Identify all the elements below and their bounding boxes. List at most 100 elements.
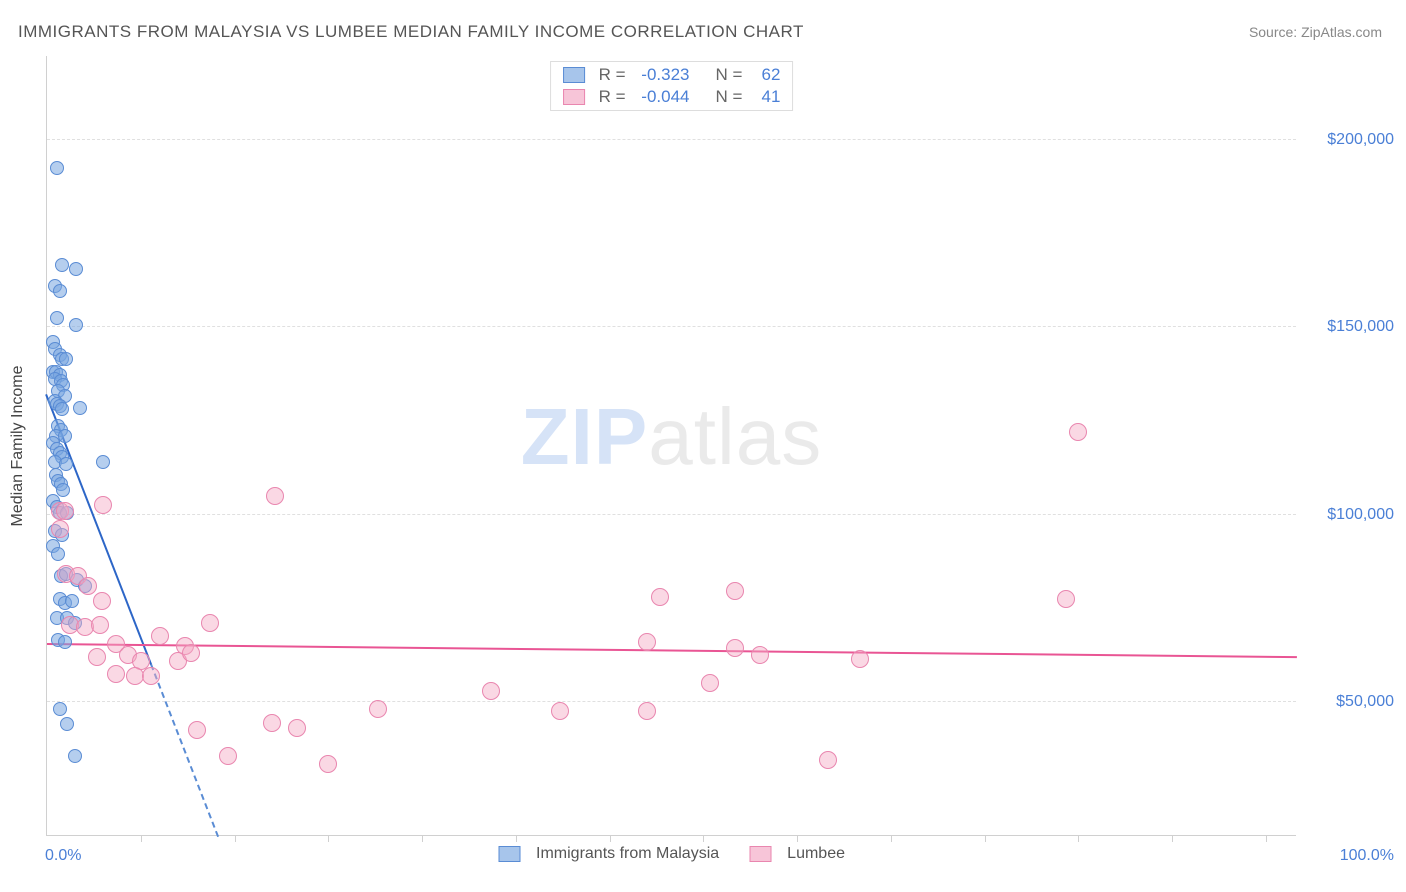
data-point <box>1069 423 1087 441</box>
gridline: $200,000 <box>47 139 1296 140</box>
gridline: $100,000 <box>47 514 1296 515</box>
legend-item: Lumbee <box>749 845 845 863</box>
data-point <box>60 717 74 731</box>
legend-row: R = -0.044 N =41 <box>551 86 793 108</box>
stat-label: N = <box>716 87 743 107</box>
data-point <box>266 487 284 505</box>
data-point <box>201 614 219 632</box>
x-tick <box>235 835 236 842</box>
series-legend: Immigrants from Malaysia Lumbee <box>498 845 845 863</box>
x-tick <box>1078 835 1079 842</box>
x-tick-label: 0.0% <box>45 847 81 865</box>
data-point <box>51 547 65 561</box>
regression-line <box>47 643 1297 658</box>
data-point <box>56 483 70 497</box>
data-point <box>263 714 281 732</box>
plot-area: ZIPatlas R =-0.323N =62R =-0.044N =41 Im… <box>46 56 1296 836</box>
stat-label: N = <box>716 65 743 85</box>
x-tick <box>703 835 704 842</box>
data-point <box>79 577 97 595</box>
y-tick-label: $100,000 <box>1327 506 1394 524</box>
data-point <box>482 682 500 700</box>
data-point <box>638 702 656 720</box>
data-point <box>726 582 744 600</box>
x-tick <box>891 835 892 842</box>
x-tick <box>516 835 517 842</box>
data-point <box>182 644 200 662</box>
data-point <box>55 402 69 416</box>
data-point <box>59 457 73 471</box>
legend-swatch <box>749 846 771 862</box>
data-point <box>96 455 110 469</box>
data-point <box>151 627 169 645</box>
data-point <box>50 161 64 175</box>
x-tick-label: 100.0% <box>1340 847 1394 865</box>
data-point <box>93 592 111 610</box>
y-axis-label: Median Family Income <box>9 366 27 527</box>
data-point <box>94 496 112 514</box>
source-attribution: Source: ZipAtlas.com <box>1249 24 1382 40</box>
data-point <box>58 635 72 649</box>
data-point <box>188 721 206 739</box>
y-tick-label: $150,000 <box>1327 318 1394 336</box>
chart-title: IMMIGRANTS FROM MALAYSIA VS LUMBEE MEDIA… <box>18 22 804 42</box>
data-point <box>69 262 83 276</box>
legend-label: Lumbee <box>787 845 845 863</box>
data-point <box>68 749 82 763</box>
data-point <box>88 648 106 666</box>
data-point <box>65 594 79 608</box>
data-point <box>53 702 67 716</box>
data-point <box>726 639 744 657</box>
data-point <box>73 401 87 415</box>
data-point <box>55 258 69 272</box>
data-point <box>219 747 237 765</box>
regression-line <box>150 664 219 837</box>
x-tick <box>610 835 611 842</box>
x-tick <box>985 835 986 842</box>
data-point <box>551 702 569 720</box>
legend-label: Immigrants from Malaysia <box>536 845 719 863</box>
data-point <box>69 318 83 332</box>
legend-item: Immigrants from Malaysia <box>498 845 719 863</box>
legend-swatch <box>563 89 585 105</box>
data-point <box>638 633 656 651</box>
stat-value: 62 <box>748 65 780 85</box>
data-point <box>851 650 869 668</box>
data-point <box>288 719 306 737</box>
legend-swatch <box>498 846 520 862</box>
legend-row: R = -0.323 N =62 <box>551 64 793 86</box>
data-point <box>319 755 337 773</box>
y-tick-label: $50,000 <box>1336 693 1394 711</box>
correlation-legend: R = -0.323 N =62 R = -0.044 N =41 <box>550 61 794 111</box>
data-point <box>751 646 769 664</box>
gridline: $50,000 <box>47 701 1296 702</box>
x-tick <box>1266 835 1267 842</box>
legend-swatch <box>563 67 585 83</box>
stat-value: -0.044 <box>632 87 690 107</box>
data-point <box>50 311 64 325</box>
watermark: ZIPatlas <box>521 390 822 482</box>
data-point <box>91 616 109 634</box>
data-point <box>142 667 160 685</box>
x-tick <box>1172 835 1173 842</box>
x-tick <box>141 835 142 842</box>
data-point <box>56 502 74 520</box>
stat-label: R = <box>599 65 626 85</box>
data-point <box>107 665 125 683</box>
x-tick <box>328 835 329 842</box>
data-point <box>701 674 719 692</box>
data-point <box>53 284 67 298</box>
data-point <box>369 700 387 718</box>
x-tick <box>797 835 798 842</box>
data-point <box>59 352 73 366</box>
stat-value: 41 <box>748 87 780 107</box>
y-tick-label: $200,000 <box>1327 131 1394 149</box>
gridline: $150,000 <box>47 326 1296 327</box>
data-point <box>819 751 837 769</box>
data-point <box>651 588 669 606</box>
stat-label: R = <box>599 87 626 107</box>
x-tick <box>422 835 423 842</box>
data-point <box>1057 590 1075 608</box>
stat-value: -0.323 <box>632 65 690 85</box>
data-point <box>51 520 69 538</box>
